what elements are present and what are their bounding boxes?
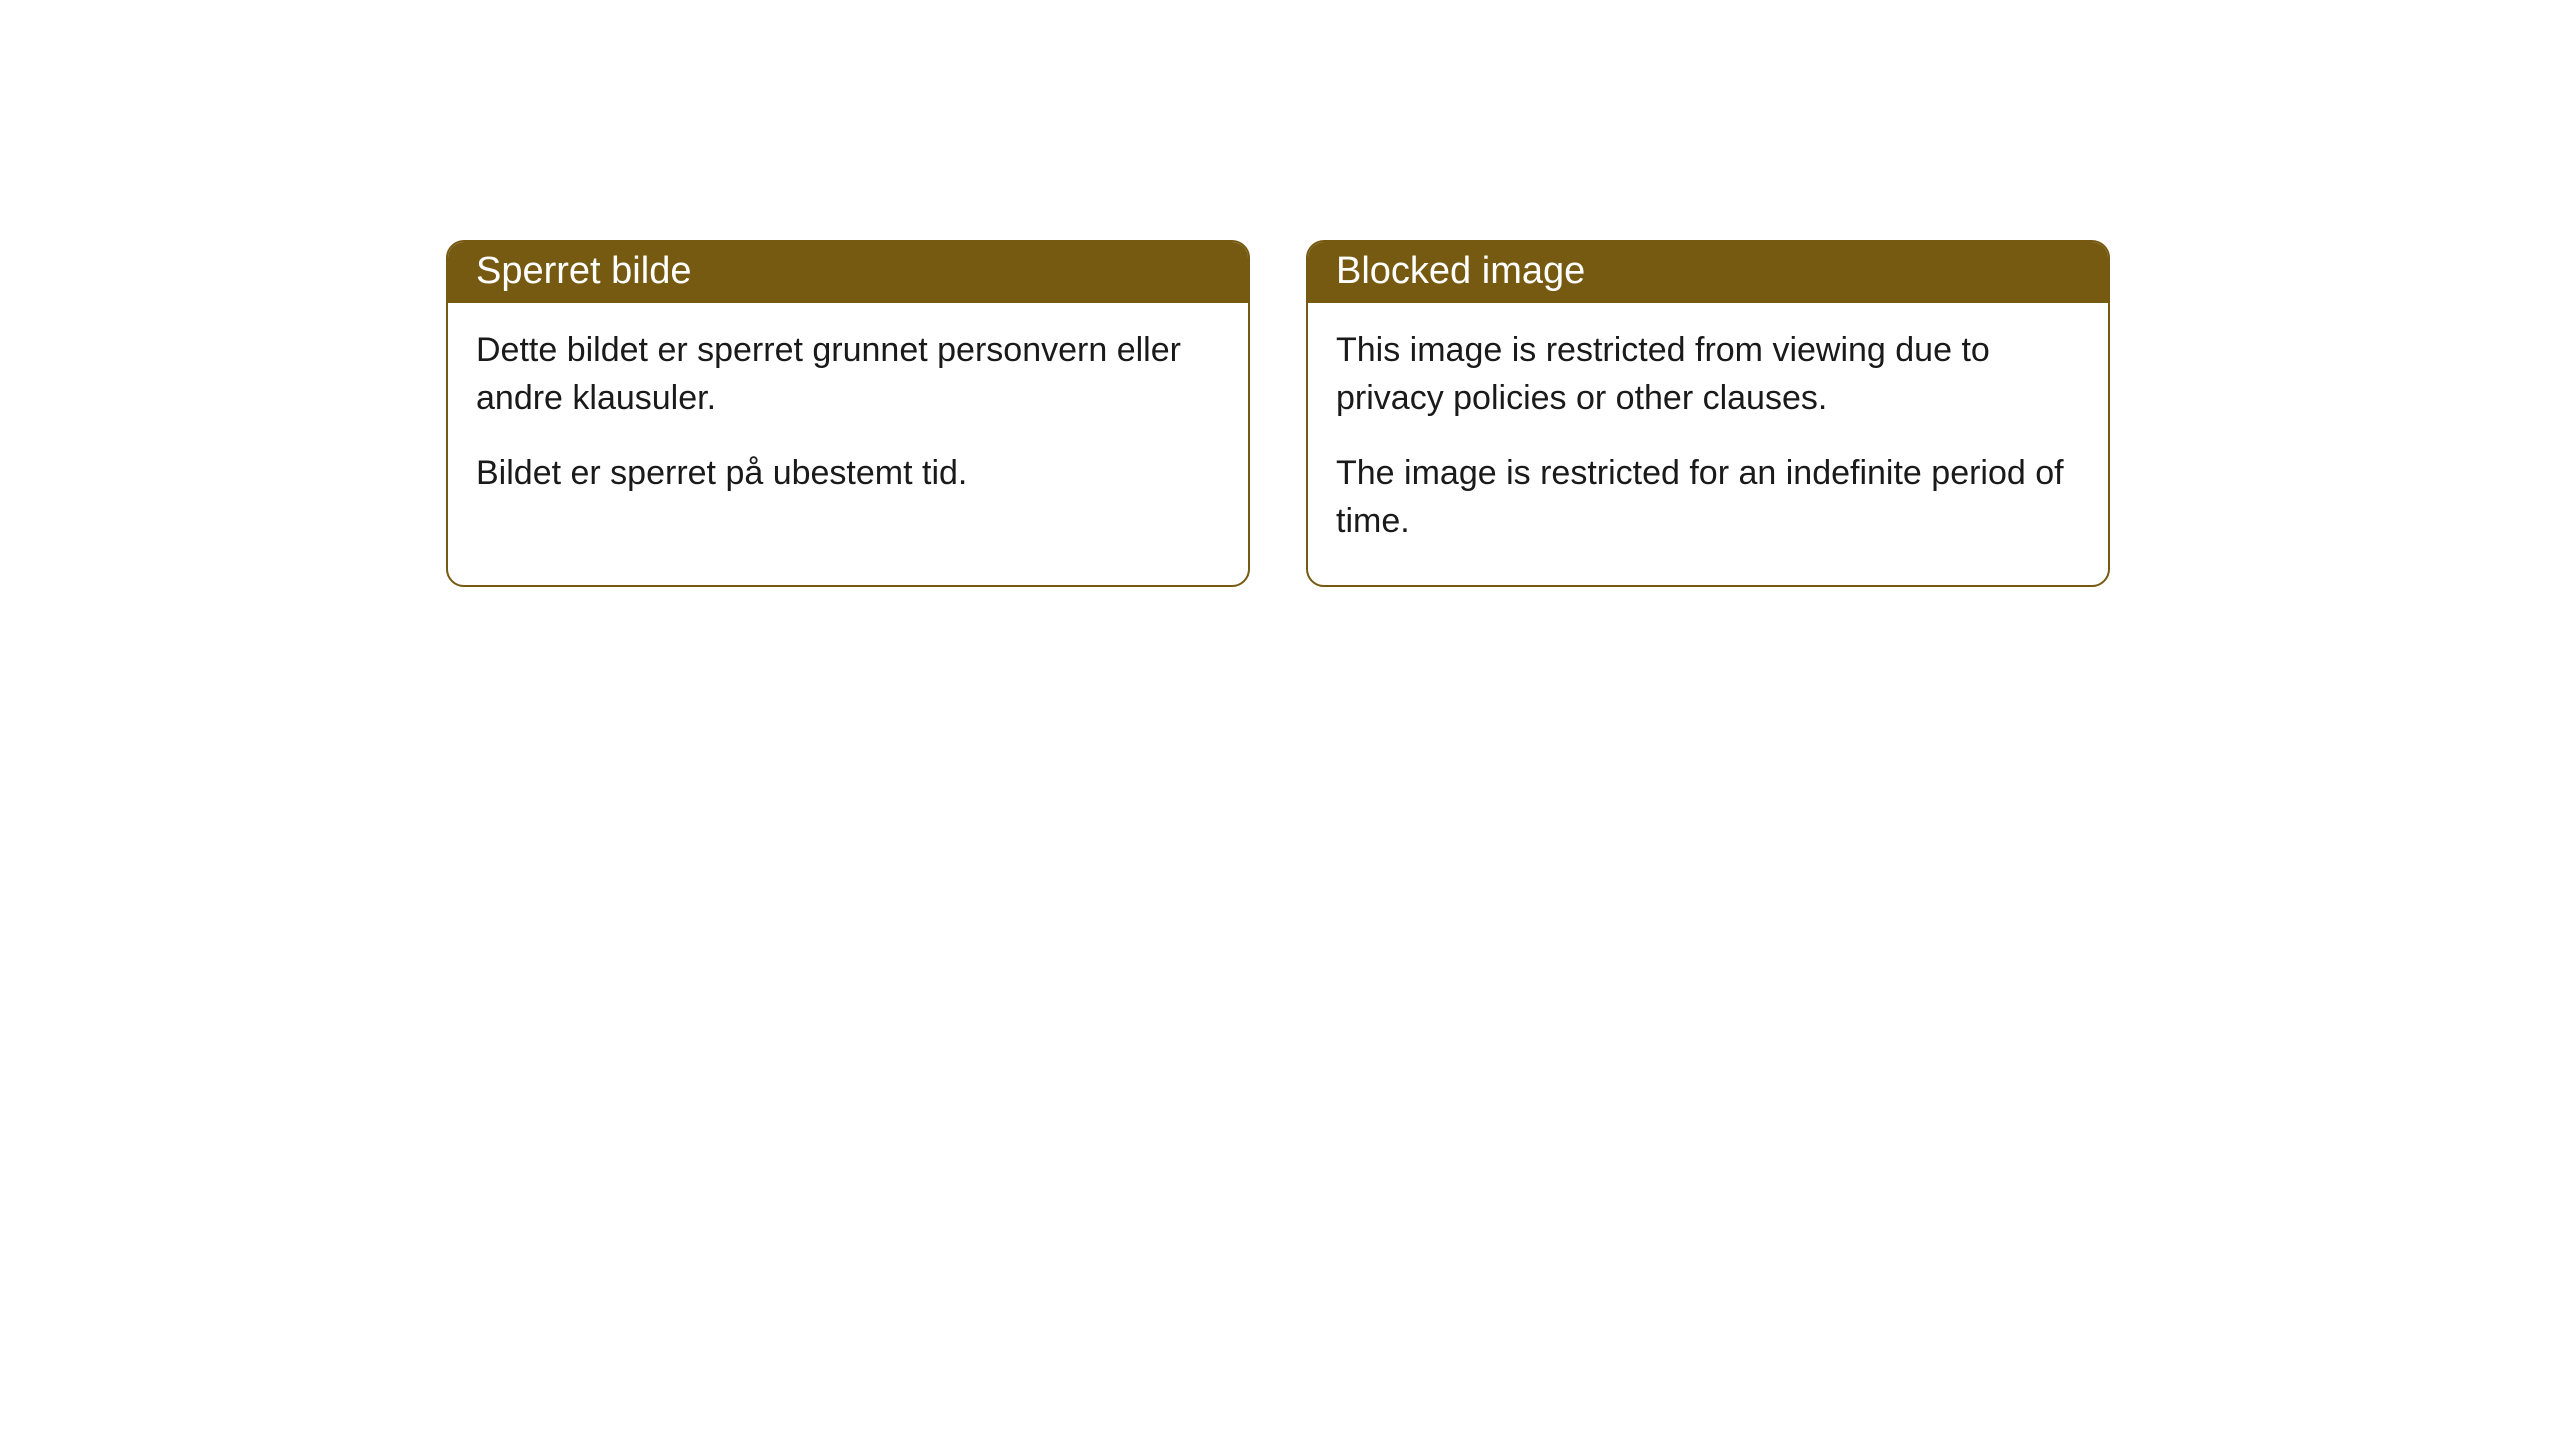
info-cards-container: Sperret bilde Dette bildet er sperret gr… xyxy=(446,240,2110,587)
card-title: Blocked image xyxy=(1336,250,1585,292)
card-header: Sperret bilde xyxy=(448,242,1248,303)
card-paragraph: The image is restricted for an indefinit… xyxy=(1336,450,2080,545)
card-paragraph: Dette bildet er sperret grunnet personve… xyxy=(476,327,1220,422)
blocked-image-card-english: Blocked image This image is restricted f… xyxy=(1306,240,2110,587)
blocked-image-card-norwegian: Sperret bilde Dette bildet er sperret gr… xyxy=(446,240,1250,587)
card-body: Dette bildet er sperret grunnet personve… xyxy=(448,303,1248,538)
card-header: Blocked image xyxy=(1308,242,2108,303)
card-paragraph: This image is restricted from viewing du… xyxy=(1336,327,2080,422)
card-body: This image is restricted from viewing du… xyxy=(1308,303,2108,585)
card-title: Sperret bilde xyxy=(476,250,691,292)
card-paragraph: Bildet er sperret på ubestemt tid. xyxy=(476,450,1220,498)
